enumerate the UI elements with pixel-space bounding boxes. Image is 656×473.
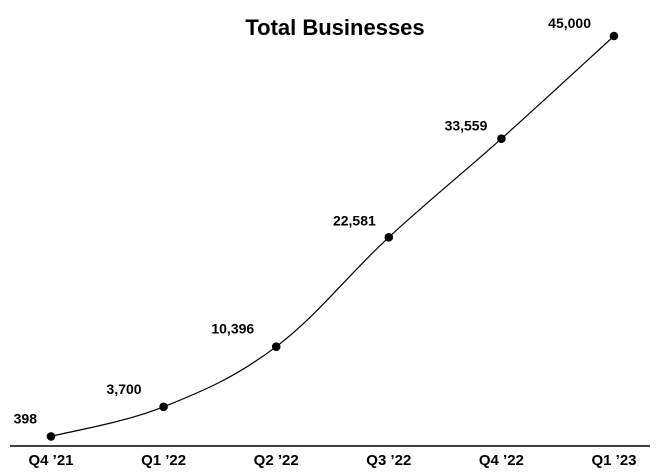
data-point-2 bbox=[271, 342, 281, 351]
series-line bbox=[50, 35, 615, 438]
data-label-4: 33,559 bbox=[445, 118, 488, 134]
data-label-5: 45,000 bbox=[548, 15, 591, 31]
chart-title: Total Businesses bbox=[245, 15, 424, 40]
x-tick-labels: Q4 ’21 Q1 ’22 Q2 ’22 Q3 ’22 Q4 ’22 Q1 ’23 bbox=[28, 452, 636, 469]
x-tick-label-0: Q4 ’21 bbox=[28, 452, 73, 468]
x-tick-label-5: Q1 ’23 bbox=[591, 452, 636, 468]
x-tick-label-3: Q3 ’22 bbox=[366, 452, 411, 468]
data-point-0 bbox=[46, 432, 56, 441]
data-points bbox=[46, 31, 619, 441]
data-labels: 398 3,700 10,396 22,581 33,559 45,000 bbox=[14, 15, 592, 426]
x-tick-label-2: Q2 ’22 bbox=[254, 452, 299, 468]
data-point-4 bbox=[497, 134, 506, 144]
data-label-2: 10,396 bbox=[211, 321, 254, 337]
x-tick-label-1: Q1 ’22 bbox=[141, 452, 186, 468]
data-point-5 bbox=[609, 31, 619, 41]
x-tick-label-4: Q4 ’22 bbox=[479, 452, 524, 468]
data-label-0: 398 bbox=[14, 410, 38, 426]
data-point-3 bbox=[384, 232, 394, 242]
data-label-3: 22,581 bbox=[333, 212, 376, 228]
series-line-layer bbox=[50, 35, 615, 438]
data-label-1: 3,700 bbox=[107, 381, 142, 397]
data-point-1 bbox=[159, 402, 168, 412]
